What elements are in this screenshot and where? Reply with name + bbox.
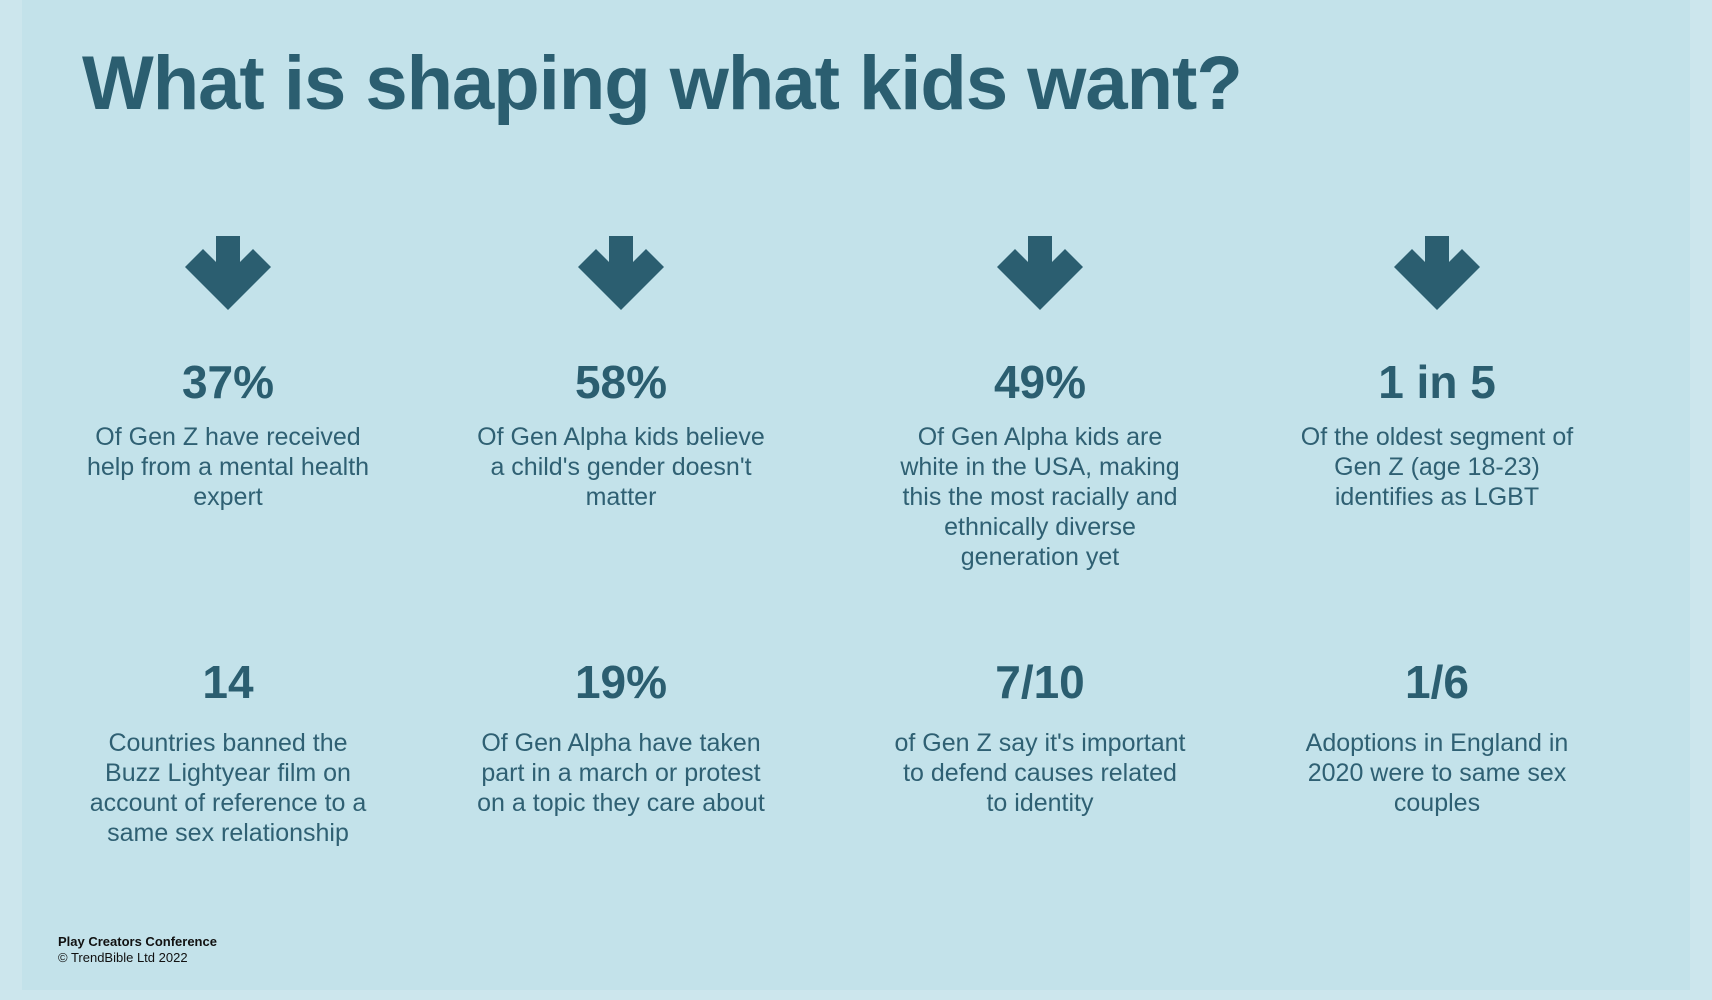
page-title: What is shaping what kids want? [82, 41, 1243, 126]
stat-description: Adoptions in England in 2020 were to sam… [1305, 729, 1569, 817]
stat-card-lgbt: 1 in 5 Of the oldest segment of Gen Z (a… [1257, 236, 1617, 512]
footer-org: Play Creators Conference [58, 934, 217, 949]
stat-card-mental-health: 37% Of Gen Z have received help from a m… [48, 236, 408, 512]
footer-copyright: © TrendBible Ltd 2022 [58, 950, 188, 965]
stat-card-buzz-lightyear: 14 Countries banned the Buzz Lightyear f… [48, 656, 408, 848]
stat-value: 14 [202, 656, 254, 708]
arrow-down-icon [997, 236, 1083, 316]
stat-value: 7/10 [995, 656, 1085, 708]
stat-description: Of Gen Alpha have taken part in a march … [477, 729, 765, 817]
stat-description: Of Gen Alpha kids are white in the USA, … [900, 423, 1180, 571]
stat-value: 1/6 [1405, 656, 1469, 708]
stat-description: Countries banned the Buzz Lightyear film… [89, 729, 367, 847]
stat-value: 49% [993, 356, 1087, 408]
footer: Play Creators Conference © TrendBible Lt… [58, 934, 217, 966]
stat-description: Of the oldest segment of Gen Z (age 18-2… [1300, 423, 1574, 511]
stat-description: of Gen Z say it's important to defend ca… [894, 729, 1186, 817]
stat-value: 1 in 5 [1378, 356, 1496, 408]
arrow-down-icon [1394, 236, 1480, 316]
stat-value: 19% [574, 656, 668, 708]
stat-value: 37% [181, 356, 275, 408]
arrow-down-icon [578, 236, 664, 316]
stat-description: Of Gen Alpha kids believe a child's gend… [477, 423, 765, 511]
stat-description: Of Gen Z have received help from a menta… [86, 423, 370, 511]
stat-value: 58% [574, 356, 668, 408]
stat-card-gender: 58% Of Gen Alpha kids believe a child's … [441, 236, 801, 512]
stat-card-adoptions: 1/6 Adoptions in England in 2020 were to… [1257, 656, 1617, 818]
stat-card-diversity: 49% Of Gen Alpha kids are white in the U… [860, 236, 1220, 572]
arrow-down-icon [185, 236, 271, 316]
stat-card-protest: 19% Of Gen Alpha have taken part in a ma… [441, 656, 801, 818]
stat-card-identity-causes: 7/10 of Gen Z say it's important to defe… [860, 656, 1220, 818]
